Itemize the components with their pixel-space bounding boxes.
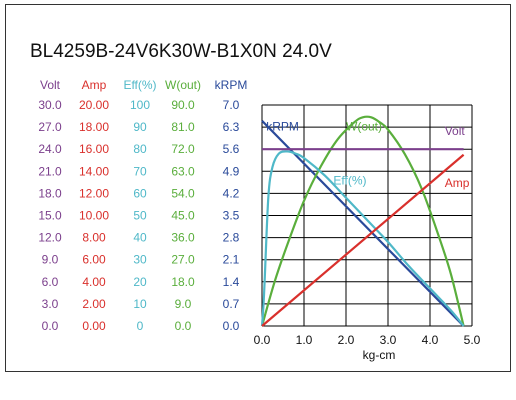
scale-header-0: Volt <box>40 78 61 92</box>
curve-label-3: Eff(%) <box>333 174 366 188</box>
scale-tick-3-2: 72.0 <box>171 142 195 156</box>
scale-tick-1-5: 10.00 <box>79 209 109 223</box>
x-axis-label: kg-cm <box>363 348 396 362</box>
scale-header-1: Amp <box>82 78 107 92</box>
scale-tick-0-6: 12.0 <box>38 231 62 245</box>
scale-tick-3-0: 90.0 <box>171 98 195 112</box>
x-tick-3: 3.0 <box>380 333 397 347</box>
series-line-1 <box>260 115 465 327</box>
scale-tick-1-0: 20.00 <box>79 98 109 112</box>
scale-tick-1-7: 6.00 <box>82 253 106 267</box>
curve-label-0: kRPM <box>266 119 299 133</box>
scale-tick-0-4: 18.0 <box>38 186 62 200</box>
scale-tick-4-6: 2.8 <box>223 231 240 245</box>
scale-tick-1-4: 12.00 <box>79 186 109 200</box>
curve-label-4: Amp <box>445 176 470 190</box>
scale-tick-4-8: 1.4 <box>223 275 240 289</box>
scale-tick-4-0: 7.0 <box>223 98 240 112</box>
scale-tick-3-9: 9.0 <box>175 297 192 311</box>
scale-tick-3-5: 45.0 <box>171 209 195 223</box>
curve-label-2: Volt <box>445 124 466 138</box>
scale-tick-0-8: 6.0 <box>42 275 59 289</box>
scale-tick-2-9: 10 <box>133 297 147 311</box>
curve-labels: kRPM W(out) Volt Eff(%) Amp <box>266 119 470 189</box>
scale-tick-4-3: 4.9 <box>223 164 240 178</box>
scale-tick-4-7: 2.1 <box>223 253 240 267</box>
series-line-3 <box>261 153 465 327</box>
scale-tick-2-6: 40 <box>133 231 147 245</box>
plot-grid <box>261 104 473 327</box>
chart-frame <box>5 4 511 372</box>
scale-tick-3-3: 63.0 <box>171 164 195 178</box>
x-tick-2: 2.0 <box>338 333 355 347</box>
scale-tick-1-9: 2.00 <box>82 297 106 311</box>
curve-label-1: W(out) <box>346 119 382 133</box>
scale-tick-2-2: 80 <box>133 142 147 156</box>
scale-tick-2-4: 60 <box>133 186 147 200</box>
x-axis-ticks: 0.0 1.0 2.0 3.0 4.0 5.0 <box>254 333 481 347</box>
scale-tick-0-5: 15.0 <box>38 209 62 223</box>
scale-tick-4-10: 0.0 <box>223 319 240 333</box>
scale-tick-3-6: 36.0 <box>171 231 195 245</box>
scale-tick-4-1: 6.3 <box>223 120 240 134</box>
scale-tick-2-7: 30 <box>133 253 147 267</box>
scale-tick-2-3: 70 <box>133 164 147 178</box>
x-tick-1: 1.0 <box>296 333 313 347</box>
scale-tick-1-2: 16.00 <box>79 142 109 156</box>
scale-tick-3-10: 0.0 <box>175 319 192 333</box>
scale-tick-1-8: 4.00 <box>82 275 106 289</box>
scale-tick-4-4: 4.2 <box>223 186 240 200</box>
scale-tick-1-3: 14.00 <box>79 164 109 178</box>
series-line-2 <box>260 150 465 327</box>
scale-tick-4-5: 3.5 <box>223 209 240 223</box>
scale-tick-0-10: 0.0 <box>42 319 59 333</box>
x-tick-4: 4.0 <box>422 333 439 347</box>
series-lines <box>260 115 465 327</box>
x-tick-5: 5.0 <box>464 333 481 347</box>
scale-tick-3-1: 81.0 <box>171 120 195 134</box>
scale-tick-0-7: 9.0 <box>42 253 59 267</box>
scale-header-2: Eff(%) <box>123 78 156 92</box>
scale-tick-1-10: 0.00 <box>82 319 106 333</box>
scale-tick-0-3: 21.0 <box>38 164 62 178</box>
x-tick-0: 0.0 <box>254 333 271 347</box>
scale-tick-3-8: 18.0 <box>171 275 195 289</box>
scale-tick-0-9: 3.0 <box>42 297 59 311</box>
scale-tick-3-7: 27.0 <box>171 253 195 267</box>
scale-tick-2-8: 20 <box>133 275 147 289</box>
scale-tick-0-0: 30.0 <box>38 98 62 112</box>
scale-tick-2-1: 90 <box>133 120 147 134</box>
scale-tick-2-10: 0 <box>137 319 144 333</box>
scale-tick-4-9: 0.7 <box>223 297 240 311</box>
scale-tick-3-4: 54.0 <box>171 186 195 200</box>
chart-title: BL4259B-24V6K30W-B1X0N 24.0V <box>30 41 332 62</box>
scale-tick-2-0: 100 <box>130 98 150 112</box>
scale-header-3: W(out) <box>165 78 201 92</box>
scale-header-4: kRPM <box>215 78 248 92</box>
series-line-0 <box>261 120 465 327</box>
y-scale-columns: Volt 30.0 27.0 24.0 21.0 18.0 15.0 12.0 9.0 6.0 3.… <box>38 78 247 333</box>
scale-tick-4-2: 5.6 <box>223 142 240 156</box>
scale-tick-0-1: 27.0 <box>38 120 62 134</box>
scale-tick-1-1: 18.00 <box>79 120 109 134</box>
scale-tick-1-6: 8.00 <box>82 231 106 245</box>
scale-tick-0-2: 24.0 <box>38 142 62 156</box>
scale-tick-2-5: 50 <box>133 209 147 223</box>
